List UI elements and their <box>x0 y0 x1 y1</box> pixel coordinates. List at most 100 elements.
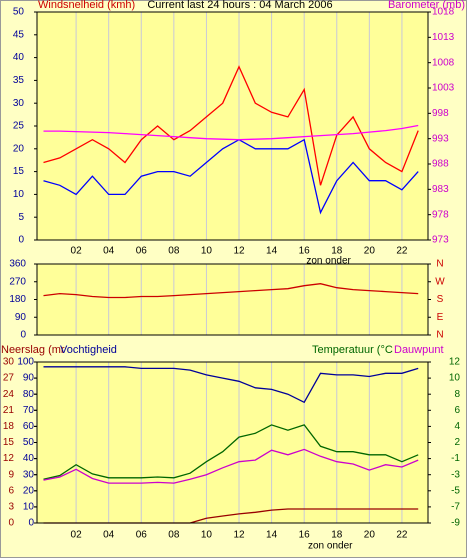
y2-tick-label: -7 <box>451 502 460 513</box>
x-tick-label: 06 <box>136 246 148 257</box>
y-tick-label: 30 <box>3 357 15 368</box>
x-tick-label: 08 <box>168 530 180 541</box>
plot-border <box>36 263 429 336</box>
y2-tick-label: -3 <box>451 469 460 480</box>
series-line <box>43 424 419 480</box>
y2-tick-label: -9 <box>451 518 460 529</box>
y-tick-label: 12 <box>3 453 15 464</box>
x-tick-label: 02 <box>71 530 83 541</box>
y-tick-label: 3 <box>8 502 14 513</box>
series-line <box>43 283 419 299</box>
x-tick-label: 22 <box>396 530 408 541</box>
x-tick-label: 06 <box>136 530 148 541</box>
x-tick-label: 02 <box>71 246 83 257</box>
y-tick-label: 9 <box>8 469 14 480</box>
x-tick-label: 18 <box>331 530 343 541</box>
plot-border <box>36 11 429 241</box>
y-tick-label: 0 <box>20 330 26 341</box>
y2-label: Temperatuur (°C <box>312 344 393 356</box>
y3-tick-label: 80 <box>23 389 35 400</box>
series-line <box>43 138 419 215</box>
y-tick-label: 180 <box>9 294 26 305</box>
y-tick-label: 0 <box>8 518 14 529</box>
plot-area <box>37 12 428 240</box>
series-line <box>43 448 419 484</box>
y2-tick-label: 973 <box>432 235 449 246</box>
y2-tick-label: 8 <box>454 389 460 400</box>
y2-tick-label: S <box>437 294 444 305</box>
y3-tick-label: 20 <box>23 485 35 496</box>
y2-tick-label: 983 <box>432 184 449 195</box>
y2-tick-label: 2 <box>454 437 460 448</box>
y2-tick-label: 12 <box>449 357 461 368</box>
y3-tick-label: 70 <box>23 405 35 416</box>
y-tick-label: 50 <box>13 7 25 18</box>
y2-tick-label: 10 <box>449 373 461 384</box>
y-tick-label: 20 <box>13 143 25 154</box>
y-tick-label: 18 <box>3 421 15 432</box>
series-line <box>43 65 419 186</box>
y-tick-label: 21 <box>3 405 15 416</box>
y-tick-label: 45 <box>13 29 25 40</box>
y2-tick-label: 998 <box>432 108 449 119</box>
y-tick-label: 5 <box>18 212 24 223</box>
y2-tick-label: 1018 <box>432 7 455 18</box>
y-tick-label: 35 <box>13 75 25 86</box>
y2-tick-label: 6 <box>454 405 460 416</box>
x-tick-label: 10 <box>201 530 213 541</box>
plot-border <box>36 361 429 524</box>
x-tick-label: 22 <box>396 246 408 257</box>
plot-area <box>37 264 428 335</box>
y2-tick-label: 1008 <box>432 57 455 68</box>
y3-tick-label: 0 <box>28 518 34 529</box>
y3-label: Vochtigheid <box>60 344 117 356</box>
y-tick-label: 360 <box>9 259 26 270</box>
x-tick-label: 10 <box>201 246 213 257</box>
y2-tick-label: W <box>435 276 445 287</box>
series-line <box>43 366 419 404</box>
y-label: Windsnelheid (kmh) <box>38 0 135 11</box>
y-tick-label: 270 <box>9 276 26 287</box>
y-tick-label: 27 <box>3 373 15 384</box>
x-tick-label: 18 <box>331 246 343 257</box>
x-tick-label: 16 <box>299 246 311 257</box>
x-tick-label: 12 <box>233 246 245 257</box>
y-tick-label: 30 <box>13 98 25 109</box>
y-tick-label: 6 <box>8 485 14 496</box>
x-tick-label: 20 <box>364 530 376 541</box>
y2-tick-label: 4 <box>454 421 460 432</box>
y-tick-label: 24 <box>3 389 15 400</box>
y3-tick-label: 50 <box>23 437 35 448</box>
y3-tick-label: 60 <box>23 421 35 432</box>
x-tick-label: 12 <box>233 530 245 541</box>
x-tick-label: 16 <box>299 530 311 541</box>
y3-tick-label: 30 <box>23 469 35 480</box>
x-tick-label: 14 <box>266 246 278 257</box>
y2-tick-label: N <box>436 330 443 341</box>
y2-tick-label: E <box>437 312 444 323</box>
y-tick-label: 40 <box>13 52 25 63</box>
title: Current last 24 hours : 04 March 2006 <box>147 0 332 11</box>
y-label: Neerslag (mr <box>1 344 65 356</box>
y2-tick-label: -5 <box>451 485 460 496</box>
y2-tick-label: 988 <box>432 159 449 170</box>
y-tick-label: 15 <box>3 437 15 448</box>
y-tick-label: 15 <box>13 166 25 177</box>
x-tick-label: 14 <box>266 530 278 541</box>
x-tick-label: 04 <box>103 530 115 541</box>
y-tick-label: 90 <box>15 312 27 323</box>
y2-tick-label: 1003 <box>432 83 455 94</box>
y-tick-label: 10 <box>13 189 25 200</box>
y2-tick-label: 978 <box>432 209 449 220</box>
y2-tick-label: -1 <box>451 453 460 464</box>
y2-tick-label: N <box>436 259 443 270</box>
y2-tick-label: 993 <box>432 133 449 144</box>
series-line <box>43 124 419 141</box>
x-tick-label: 08 <box>168 246 180 257</box>
y2-tick-label: 1013 <box>432 32 455 43</box>
y2-label: Barometer (mb) <box>388 0 465 11</box>
annotation: zon onder <box>308 541 353 552</box>
y2-label-2: Dauwpunt <box>394 344 444 356</box>
x-tick-label: 04 <box>103 246 115 257</box>
